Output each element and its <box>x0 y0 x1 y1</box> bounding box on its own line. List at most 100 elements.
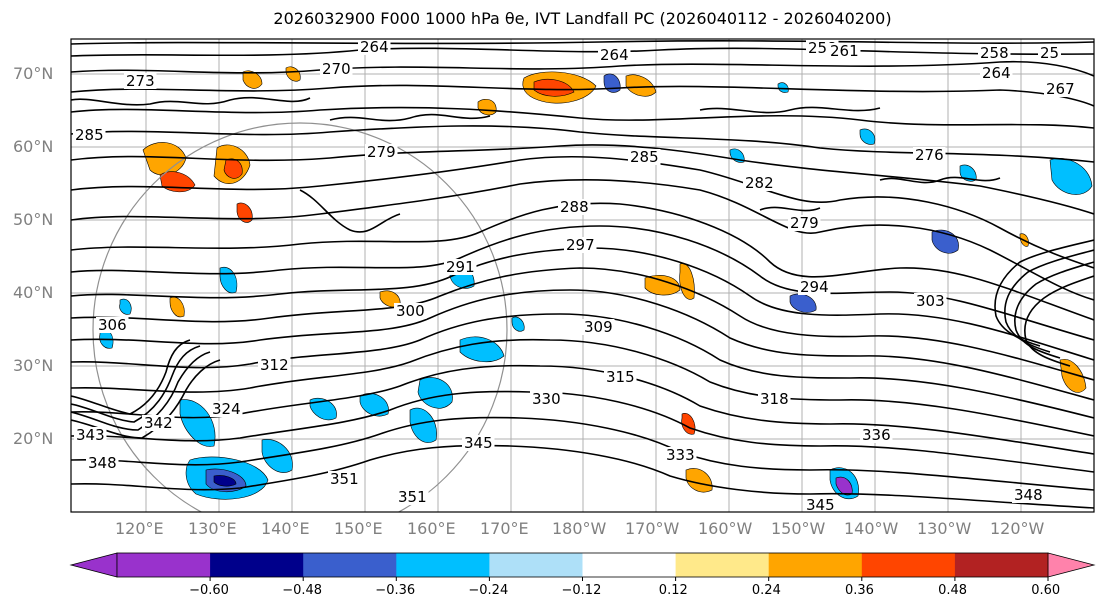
contour-label-bg <box>604 369 637 385</box>
colorbar-extend-low <box>69 552 118 578</box>
contour-label: 279 <box>790 214 819 232</box>
colorbar-tick-label: −0.48 <box>282 583 323 598</box>
negative-patch <box>409 407 437 443</box>
latitude-tick-label: 70°N <box>13 64 54 83</box>
contour-label-bg <box>74 427 107 443</box>
contour-label: 297 <box>566 236 595 254</box>
positive-patch <box>533 79 575 97</box>
contour-label-bg <box>743 175 776 191</box>
contour-label: 285 <box>630 148 659 166</box>
longitude-tick-label: 170°E <box>480 519 529 538</box>
negative-patch <box>417 377 453 409</box>
colorbar-tick-label: −0.60 <box>189 583 229 598</box>
contour-label-bg <box>598 47 631 63</box>
contour-label: 348 <box>88 454 117 472</box>
colorbar-segment <box>582 553 677 577</box>
longitude-tick-label: 150°E <box>334 519 383 538</box>
colorbar-tick-label: 0.60 <box>1031 583 1061 598</box>
colorbar-extend-high <box>1047 552 1096 578</box>
contour-label: 324 <box>212 400 241 418</box>
negative-patch <box>179 399 216 447</box>
contour-label-bg <box>142 415 175 431</box>
longitude-tick-label: 150°W <box>771 519 826 538</box>
contour-label-bg <box>328 471 361 487</box>
ivt-shading <box>99 66 1093 500</box>
longitude-tick-label: 130°W <box>917 519 972 538</box>
colorbar-segment <box>954 553 1049 577</box>
contour-label: 306 <box>98 316 127 334</box>
contour-label: 300 <box>396 302 425 320</box>
negative-patch <box>511 316 525 332</box>
positive-patch <box>169 296 185 318</box>
negative-patch <box>213 475 237 487</box>
longitude-tick-label: 130°E <box>188 519 237 538</box>
colorbar-segment <box>117 553 211 577</box>
negative-patch <box>309 398 337 421</box>
contour-label: 264 <box>600 46 629 64</box>
contour-label-bg <box>914 293 947 309</box>
contour-label: 312 <box>260 356 289 374</box>
contour-label: 291 <box>446 258 475 276</box>
map-title: 2026032900 F000 1000 hPa θe, IVT Landfal… <box>273 9 892 28</box>
latitude-tick-label: 20°N <box>13 429 54 448</box>
positive-patch <box>685 468 713 493</box>
contour-label: 261 <box>830 42 859 60</box>
colorbar-tick-label: 0.48 <box>938 583 968 598</box>
contour-label-bg <box>913 147 946 163</box>
colorbar-segment <box>861 553 956 577</box>
contour-label-bg <box>396 489 429 505</box>
longitude-tick-label: 140°W <box>844 519 899 538</box>
positive-patch <box>1059 359 1087 393</box>
colorbar-segment <box>396 553 490 577</box>
contour-label-bg <box>788 215 821 231</box>
latitude-tick-label: 30°N <box>13 356 54 375</box>
positive-patch <box>644 275 681 296</box>
contour-label-bg <box>530 391 563 407</box>
contour-label: 336 <box>862 426 891 444</box>
contour-label-bg <box>258 357 291 373</box>
latitude-tick-label: 60°N <box>13 137 54 156</box>
positive-patch <box>285 66 301 82</box>
contour-label-bg <box>564 237 597 253</box>
contour-label: 342 <box>144 414 173 432</box>
contour-label: 288 <box>560 198 589 216</box>
contour-label-bg <box>664 447 697 463</box>
contour-label: 285 <box>75 126 104 144</box>
contour-label: 351 <box>330 470 359 488</box>
contour-label-bg <box>980 65 1013 81</box>
contour-label: 279 <box>367 143 396 161</box>
negative-patch <box>459 336 505 363</box>
longitude-tick-label: 140°E <box>261 519 310 538</box>
colorbar-tick-label: 0.12 <box>658 583 688 598</box>
map-frame <box>70 38 1095 513</box>
longitude-tick-label: 120°E <box>115 519 164 538</box>
contour-label: 294 <box>800 278 829 296</box>
contour-label-bg <box>1038 45 1061 61</box>
colorbar <box>69 552 1096 581</box>
contour-label-bg <box>365 144 398 160</box>
longitude-tick-label: 180°W <box>552 519 607 538</box>
contour-label-bg <box>444 259 477 275</box>
longitude-tick-label: 120°W <box>990 519 1045 538</box>
contour-label-bg <box>582 319 615 335</box>
contour-label: 303 <box>916 292 945 310</box>
colorbar-segment <box>489 553 583 577</box>
contour-label: 273 <box>126 72 155 90</box>
contour-label: 315 <box>606 368 635 386</box>
contour-label: 348 <box>1014 486 1043 504</box>
contour-label-bg <box>1044 81 1077 97</box>
colorbar-tick-label: −0.24 <box>468 583 509 598</box>
contour-label: 264 <box>360 38 389 56</box>
contour-label-bg <box>210 401 243 417</box>
contour-label-bg <box>798 279 831 295</box>
contour-label: 282 <box>745 174 774 192</box>
latitude-tick-label: 50°N <box>13 210 54 229</box>
negative-patch <box>859 128 876 145</box>
contour-label-bg <box>320 61 353 77</box>
contour-label-bg <box>73 127 106 143</box>
contour-label: 351 <box>398 488 427 506</box>
positive-patch <box>242 70 263 89</box>
contour-label-bg <box>828 43 861 59</box>
